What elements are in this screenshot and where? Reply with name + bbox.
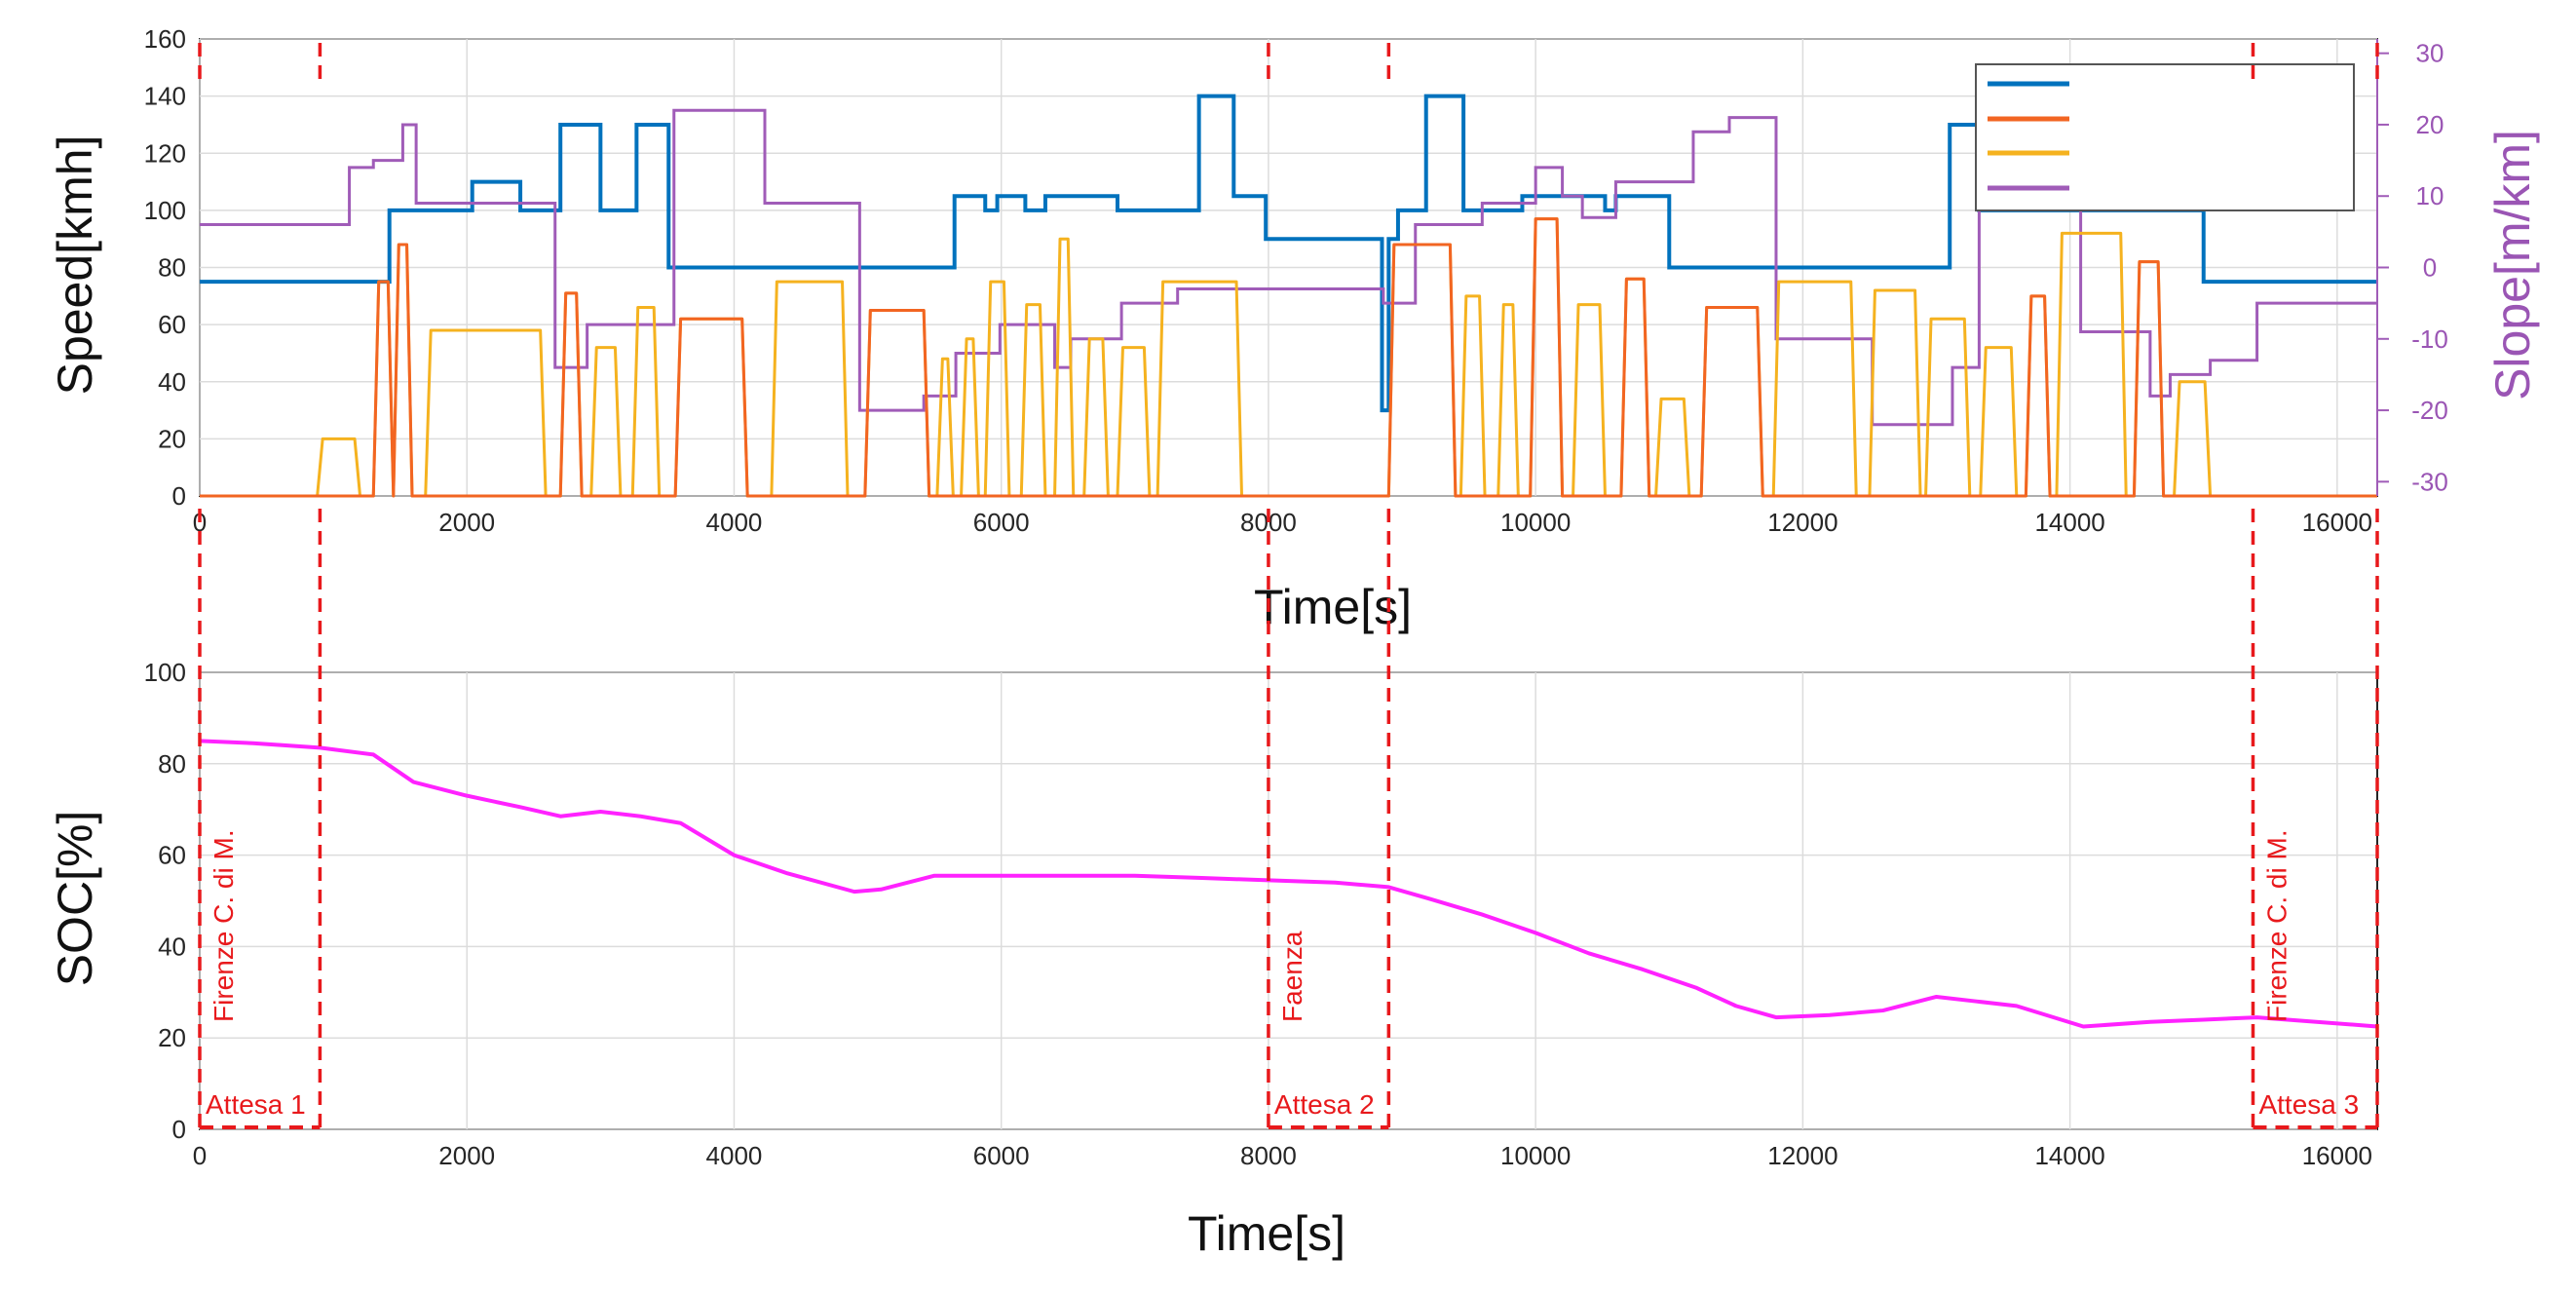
y-tick-label: 40 [158, 932, 186, 961]
x-tick-label: 6000 [973, 508, 1030, 537]
x-tick-label: 10000 [1500, 508, 1571, 537]
y-tick-label: 160 [144, 24, 186, 54]
soc-x-axis-title: Time[s] [1188, 1206, 1345, 1261]
x-tick-label: 4000 [706, 1141, 763, 1170]
y-tick-label: 0 [172, 481, 186, 511]
x-tick-label: 4000 [706, 508, 763, 537]
station-label: Faenza [1277, 931, 1307, 1022]
y-tick-label: 100 [144, 658, 186, 687]
soc-grid [199, 671, 2377, 1130]
slope-y-axis-title: Slope[m/km] [2485, 130, 2540, 400]
stop-markers: Attesa 1 Attesa 2 Attesa 3 Firenze C. di M.… [198, 43, 2379, 1129]
x-tick-label: 8000 [1240, 1141, 1297, 1170]
x-tick-label: 16000 [2302, 1141, 2372, 1170]
x-tick-label: 10000 [1500, 1141, 1571, 1170]
slope-tick-label: -10 [2411, 324, 2448, 354]
x-tick-label: 2000 [438, 508, 495, 537]
soc-x-tick-labels: 0 2000 4000 6000 8000 10000 12000 14000 16000 [193, 1141, 2372, 1170]
speed-y-tick-labels: 0 20 40 60 80 100 120 140 160 [144, 24, 186, 511]
y-tick-label: 80 [158, 749, 186, 779]
y-tick-label: 40 [158, 367, 186, 397]
soc-y-axis-title: SOC[%] [48, 811, 102, 987]
y-tick-label: 60 [158, 310, 186, 339]
x-tick-label: 14000 [2034, 508, 2104, 537]
soc-plot-area [199, 671, 2378, 1130]
y-tick-label: 80 [158, 253, 186, 283]
station-label: Firenze C. di M. [2261, 829, 2292, 1022]
wait-label: Attesa 3 [2258, 1089, 2359, 1120]
x-tick-label: 2000 [438, 1141, 495, 1170]
slope-tick-label: 10 [2416, 181, 2444, 210]
slope-tick-label: -30 [2411, 467, 2448, 496]
x-tick-label: 12000 [1767, 1141, 1837, 1170]
soc-chart: 0 2000 4000 6000 8000 10000 12000 14000 16000 0 2… [48, 658, 2378, 1261]
target_speed-line [200, 217, 2377, 498]
speed-legend [1975, 63, 2355, 211]
y-tick-label: 20 [158, 1023, 186, 1052]
x-tick-label: 0 [193, 1141, 207, 1170]
wait-label: Attesa 1 [206, 1089, 306, 1120]
soc-y-tick-labels: 0 20 40 60 80 100 [144, 658, 186, 1144]
y-tick-label: 20 [158, 424, 186, 453]
slope-y-tick-labels: -30 -20 -10 0 10 20 30 [2376, 39, 2448, 496]
x-tick-label: 6000 [973, 1141, 1030, 1170]
station-label: Firenze C. di M. [208, 829, 239, 1022]
y-tick-label: 120 [144, 138, 186, 168]
slope-tick-label: -20 [2411, 396, 2448, 425]
y-tick-label: 100 [144, 196, 186, 225]
x-tick-label: 16000 [2302, 508, 2372, 537]
y-tick-label: 60 [158, 841, 186, 870]
wait-label: Attesa 2 [1274, 1089, 1375, 1120]
slope-tick-label: 20 [2416, 110, 2444, 139]
y-tick-label: 0 [172, 1115, 186, 1144]
x-tick-label: 14000 [2034, 1141, 2104, 1170]
x-tick-label: 12000 [1767, 508, 1837, 537]
speed-x-axis-title: Time[s] [1254, 580, 1412, 634]
slope-tick-label: 30 [2416, 39, 2444, 68]
speed-y-axis-title: Speed[kmh] [48, 135, 102, 396]
slope-tick-label: 0 [2423, 253, 2437, 283]
y-tick-label: 140 [144, 82, 186, 111]
